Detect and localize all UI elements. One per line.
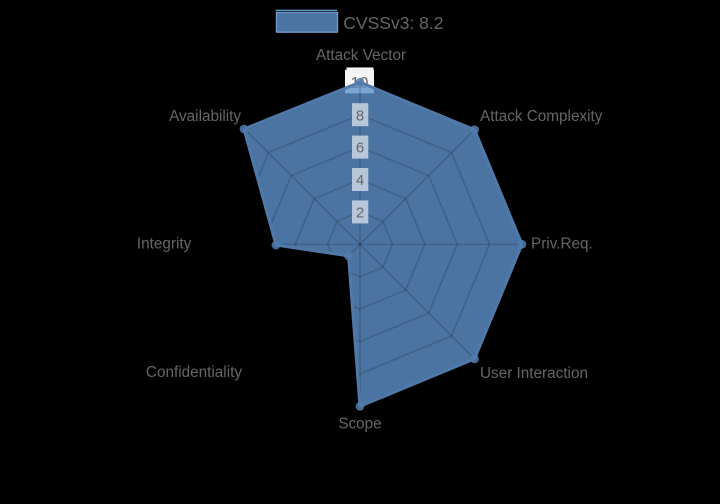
svg-text:Attack Complexity: Attack Complexity (480, 108, 603, 125)
svg-text:Scope: Scope (338, 416, 381, 433)
svg-text:Confidentiality: Confidentiality (146, 364, 242, 381)
svg-text:User Interaction: User Interaction (480, 365, 588, 382)
svg-text:CVSSv3: 8.2: CVSSv3: 8.2 (343, 13, 443, 33)
svg-text:6: 6 (356, 140, 364, 157)
svg-text:Attack Vector: Attack Vector (316, 47, 406, 64)
svg-text:8: 8 (356, 107, 364, 124)
svg-text:Integrity: Integrity (137, 235, 192, 252)
svg-text:Priv.Req.: Priv.Req. (531, 236, 593, 253)
svg-text:Availability: Availability (169, 108, 241, 125)
svg-text:4: 4 (356, 172, 364, 189)
svg-text:2: 2 (356, 205, 364, 222)
